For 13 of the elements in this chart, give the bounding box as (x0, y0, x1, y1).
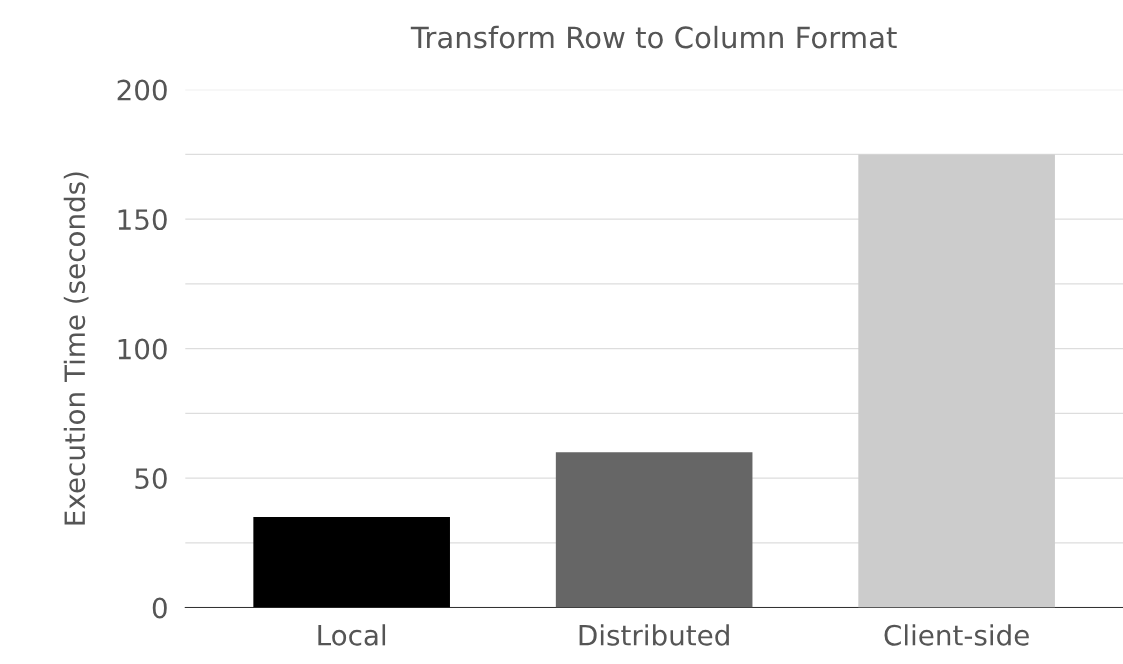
y-tick-label: 200 (117, 79, 167, 101)
y-tick-label: 0 (152, 597, 167, 619)
y-axis-title: Execution Time (seconds) (63, 172, 89, 525)
x-tick-label: Client-side (884, 624, 1029, 646)
bar (253, 516, 450, 608)
y-tick-label: 150 (118, 209, 167, 231)
y-tick-label: 50 (135, 468, 167, 490)
chart-title: Transform Row to Column Format (410, 25, 897, 49)
x-tick-label: Distributed (579, 624, 729, 646)
x-tick-label: Local (318, 624, 386, 646)
bar (555, 452, 753, 608)
bar (858, 154, 1055, 608)
y-tick-label: 100 (118, 338, 167, 360)
